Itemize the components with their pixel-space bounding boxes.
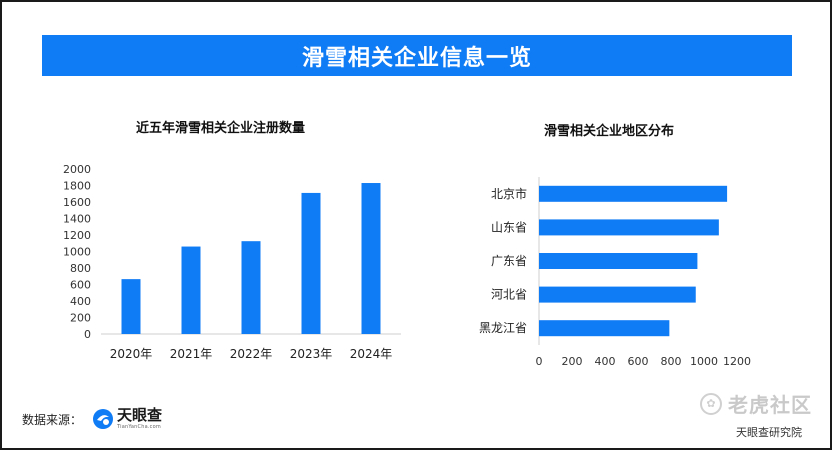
watermark-text: 老虎社区 [728, 393, 812, 417]
x-tick-label: 400 [595, 355, 616, 368]
x-tick-label: 2022年 [230, 347, 273, 361]
x-tick-label: 2021年 [170, 347, 213, 361]
bar [539, 219, 719, 236]
logo-subtext: TianYanCha.com [117, 424, 161, 430]
watermark-icon: ✿ [700, 392, 722, 415]
page-title: 滑雪相关企业信息一览 [301, 45, 532, 71]
source-label: 数据来源： [22, 412, 83, 427]
bar [539, 185, 728, 202]
x-tick-label: 1200 [723, 355, 751, 368]
bar [361, 183, 381, 334]
logo-text: 天眼查 [117, 406, 163, 424]
y-tick-label: 600 [70, 279, 91, 292]
y-tick-label: 山东省 [491, 220, 527, 234]
x-tick-label: 0 [536, 355, 543, 368]
y-tick-label: 1400 [63, 213, 91, 226]
x-tick-label: 800 [661, 355, 682, 368]
tianyancha-logo-icon [93, 409, 114, 429]
x-tick-label: 2020年 [110, 347, 153, 361]
y-tick-label: 0 [84, 328, 91, 341]
y-tick-label: 800 [70, 262, 91, 275]
bar [539, 320, 670, 337]
y-tick-label: 1200 [63, 229, 91, 242]
y-tick-label: 400 [70, 295, 91, 308]
registrations-chart-title: 近五年滑雪相关企业注册数量 [136, 121, 306, 136]
x-tick-label: 2024年 [350, 347, 393, 361]
y-tick-label: 200 [70, 312, 91, 325]
bar [539, 286, 696, 303]
bar [121, 279, 141, 334]
bar [539, 253, 698, 269]
x-tick-label: 1000 [690, 355, 718, 368]
credit-text: 天眼查研究院 [736, 426, 802, 439]
tianyancha-logo: 天眼查 TianYanCha.com [92, 408, 162, 430]
y-tick-label: 河北省 [491, 288, 527, 302]
y-tick-label: 1800 [63, 180, 91, 193]
x-tick-label: 600 [628, 355, 649, 368]
y-tick-label: 2000 [63, 163, 91, 176]
bar [181, 246, 201, 334]
bar [241, 241, 261, 334]
bar [301, 192, 321, 334]
x-tick-label: 2023年 [290, 347, 333, 361]
header-banner: 滑雪相关企业信息一览 [42, 35, 792, 76]
y-tick-label: 1600 [63, 196, 91, 209]
watermark: ✿ 老虎社区 [700, 389, 812, 418]
y-tick-label: 广东省 [491, 254, 527, 268]
y-tick-label: 黑龙江省 [479, 321, 527, 335]
y-tick-label: 1000 [63, 246, 91, 259]
data-source: 数据来源： 天眼查 TianYanCha.com [22, 408, 162, 430]
region-chart-title: 滑雪相关企业地区分布 [544, 124, 675, 139]
x-tick-label: 200 [562, 355, 583, 368]
y-tick-label: 北京市 [491, 186, 527, 201]
